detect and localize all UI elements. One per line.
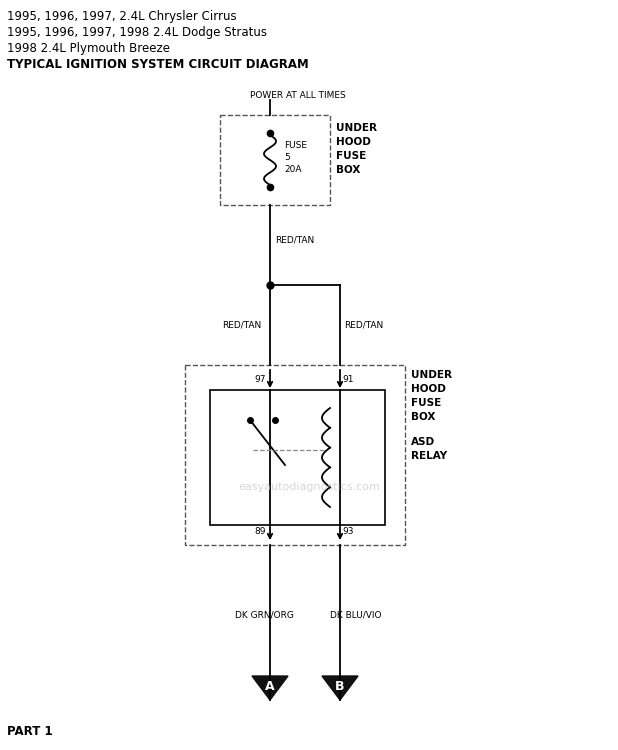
Text: B: B	[335, 680, 345, 693]
Text: easyautodiagnostics.com: easyautodiagnostics.com	[238, 482, 380, 492]
Text: TYPICAL IGNITION SYSTEM CIRCUIT DIAGRAM: TYPICAL IGNITION SYSTEM CIRCUIT DIAGRAM	[7, 58, 309, 71]
Text: 93: 93	[342, 527, 353, 536]
Text: 89: 89	[255, 527, 266, 536]
Text: FUSE: FUSE	[336, 151, 366, 161]
Text: RED/TAN: RED/TAN	[222, 320, 261, 329]
Polygon shape	[252, 676, 288, 700]
Text: POWER AT ALL TIMES: POWER AT ALL TIMES	[250, 91, 345, 100]
Text: ASD: ASD	[411, 437, 435, 447]
Text: 1998 2.4L Plymouth Breeze: 1998 2.4L Plymouth Breeze	[7, 42, 170, 55]
Text: 20A: 20A	[284, 164, 302, 173]
Polygon shape	[322, 676, 358, 700]
Text: UNDER: UNDER	[336, 123, 377, 133]
Text: HOOD: HOOD	[411, 384, 446, 394]
Text: DK BLU/VIO: DK BLU/VIO	[330, 610, 381, 620]
Text: RED/TAN: RED/TAN	[344, 320, 383, 329]
Text: 1995, 1996, 1997, 2.4L Chrysler Cirrus: 1995, 1996, 1997, 2.4L Chrysler Cirrus	[7, 10, 237, 23]
Bar	[210, 390, 385, 525]
Text: A: A	[265, 680, 275, 693]
Text: PART 1: PART 1	[7, 725, 53, 738]
Text: HOOD: HOOD	[336, 137, 371, 147]
Bar	[220, 115, 330, 205]
Text: DK GRN/ORG: DK GRN/ORG	[235, 610, 294, 620]
Text: 1995, 1996, 1997, 1998 2.4L Dodge Stratus: 1995, 1996, 1997, 1998 2.4L Dodge Stratu…	[7, 26, 267, 39]
Text: UNDER: UNDER	[411, 370, 452, 380]
Text: RELAY: RELAY	[411, 451, 447, 461]
Text: 97: 97	[255, 375, 266, 384]
Text: 5: 5	[284, 152, 290, 161]
Text: 91: 91	[342, 375, 353, 384]
Text: BOX: BOX	[336, 165, 360, 175]
Text: FUSE: FUSE	[411, 398, 441, 408]
Text: FUSE: FUSE	[284, 140, 307, 149]
Text: BOX: BOX	[411, 412, 435, 422]
Text: RED/TAN: RED/TAN	[275, 236, 314, 244]
Bar	[185, 365, 405, 545]
